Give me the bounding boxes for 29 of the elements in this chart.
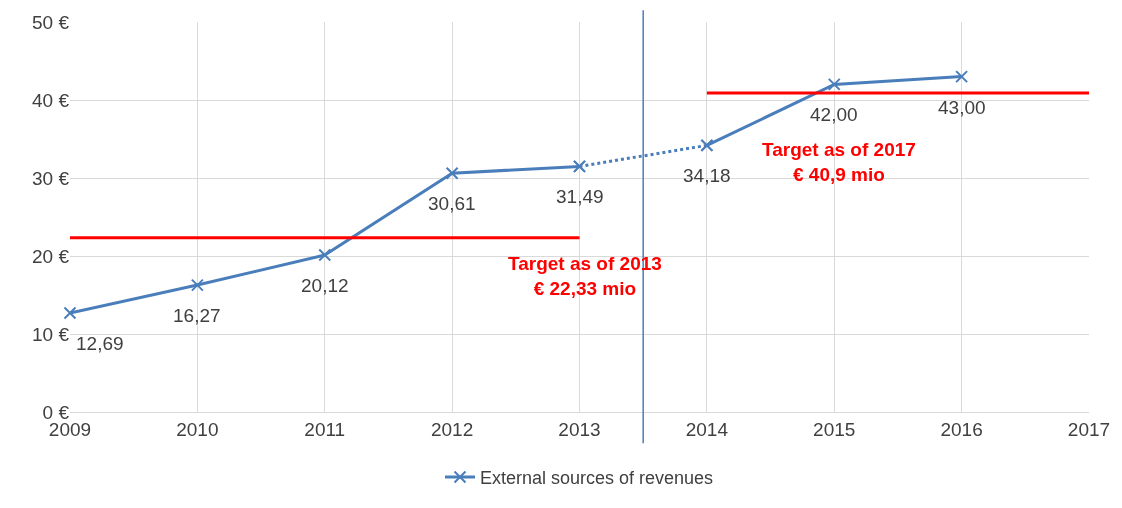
x-tick-label: 2010 [176, 418, 219, 440]
data-label: 34,18 [683, 165, 731, 186]
x-tick-label: 2016 [940, 418, 983, 440]
x-tick-label: 2017 [1067, 418, 1111, 440]
point [63, 306, 77, 320]
point [955, 70, 969, 84]
y-tick-label: 20 € [32, 245, 70, 267]
data-label: 20,12 [301, 275, 349, 296]
y-tick-label: 40 € [32, 89, 70, 111]
data-label: 31,49 [556, 186, 604, 207]
point [827, 77, 841, 91]
y-tick-label: 30 € [32, 167, 70, 189]
data-label: 43,00 [938, 97, 986, 118]
x-tick-label: 2012 [430, 418, 474, 440]
data-label: 42,00 [810, 104, 858, 125]
data-label: 12,69 [76, 333, 124, 354]
y-tick-label: 10 € [32, 323, 70, 345]
point [190, 278, 204, 292]
annotation: Target as of 2017 € 40,9 mio [762, 139, 916, 185]
legend-label: External sources of revenues [480, 468, 714, 489]
y-tick-label: 50 € [32, 11, 70, 33]
x-tick-label: 2014 [685, 418, 729, 440]
point [318, 248, 332, 262]
x-tick-label: 2011 [304, 418, 346, 440]
data-label: 30,61 [428, 193, 476, 214]
point [445, 166, 459, 180]
x-tick-label: 2015 [813, 418, 856, 440]
data-label: 16,27 [173, 305, 221, 326]
x-tick-label: 2013 [558, 418, 601, 440]
